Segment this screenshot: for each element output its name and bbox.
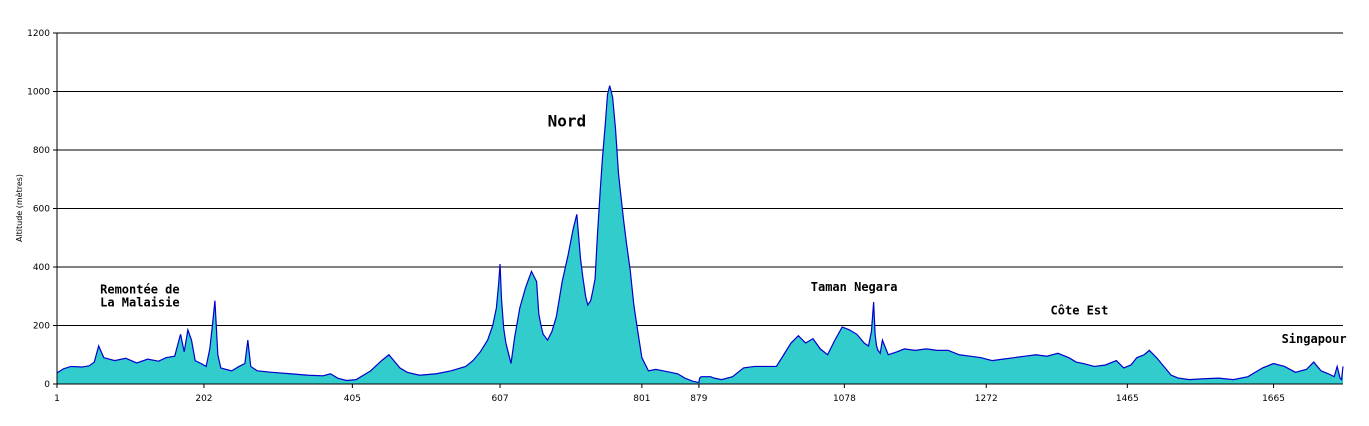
- annotation-remontee-line1: Remontée de: [100, 282, 179, 296]
- annotation-singapour: Singapour: [1282, 332, 1347, 346]
- x-tick-label-9: 1665: [1262, 394, 1285, 404]
- x-tick-label-2: 405: [344, 394, 361, 404]
- x-tick-label-1: 202: [195, 394, 212, 404]
- series-area-0: [57, 85, 1343, 385]
- y-tick-label-5: 1000: [27, 88, 50, 98]
- y-tick-labels: 0 200 400 600 800 1000 1200: [27, 29, 57, 390]
- y-tick-label-6: 1200: [27, 29, 50, 39]
- x-tick-labels: 1 202 405 607 801 879 1078 1272 1465 1665: [54, 384, 1285, 404]
- x-tick-label-5: 879: [690, 394, 707, 404]
- y-axis-label: Altitude (mètres): [14, 174, 24, 242]
- annotation-cote-est: Côte Est: [1051, 303, 1109, 317]
- x-tick-label-0: 1: [54, 394, 60, 404]
- annotation-remontee-line2: La Malaisie: [100, 295, 179, 309]
- annotation-nord: Nord: [548, 112, 587, 131]
- annotation-taman-negara: Taman Negara: [811, 280, 898, 294]
- y-tick-label-1: 200: [33, 322, 50, 332]
- y-tick-label-2: 400: [33, 263, 50, 273]
- x-tick-label-6: 1078: [833, 394, 856, 404]
- y-tick-label-0: 0: [44, 380, 50, 390]
- y-tick-label-3: 600: [33, 205, 50, 215]
- x-tick-label-3: 607: [491, 394, 508, 404]
- x-tick-label-8: 1465: [1116, 394, 1139, 404]
- series-line-0: [56, 85, 1344, 384]
- y-tick-label-4: 800: [33, 146, 50, 156]
- elevation-area: [56, 85, 1344, 385]
- grid-lines: [57, 32, 1343, 326]
- x-tick-label-7: 1272: [975, 394, 998, 404]
- x-tick-label-4: 801: [633, 394, 650, 404]
